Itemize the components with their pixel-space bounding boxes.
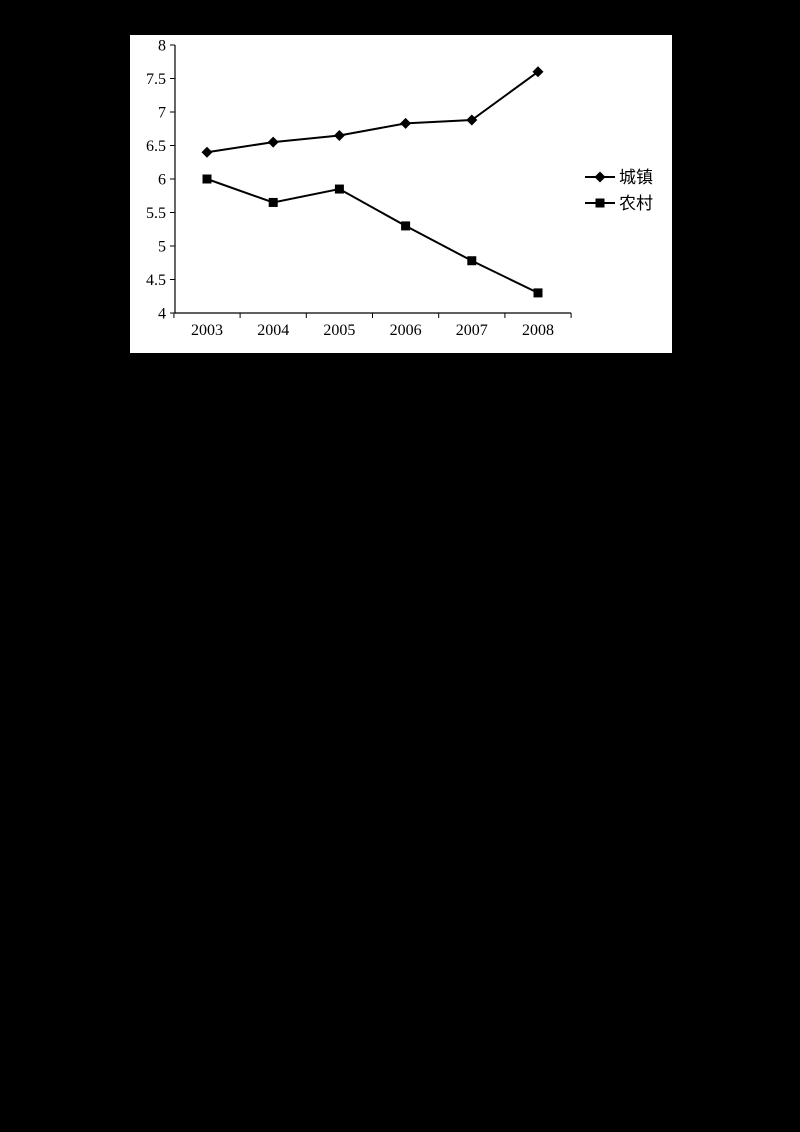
x-tick-label: 2006 [390,322,422,339]
y-tick-label: 4 [158,306,166,323]
x-tick-label: 2004 [257,322,289,339]
legend-label: 农村 [619,194,653,213]
diamond-marker [267,136,279,148]
square-marker [334,184,344,194]
x-tick-label: 2007 [456,322,488,339]
chart-panel: 4 4.5 5 5.5 6 6.5 7 7.5 8 2003 2004 2005 2006 2007 200… [130,35,672,353]
y-tick-label: 5 [158,239,166,256]
series-1 [202,174,543,298]
x-tick-label: 2003 [191,322,223,339]
diamond-marker [400,117,412,129]
y-tick-label: 8 [158,38,166,55]
square-marker [533,288,543,298]
series-0 [201,66,544,158]
diamond-marker [532,66,544,78]
y-tick-label: 7.5 [146,71,166,88]
axes [174,45,572,314]
y-tick-label: 7 [158,105,166,122]
diamond-marker [466,114,478,126]
y-axis-ticks: 4 4.5 5 5.5 6 6.5 7 7.5 8 [146,38,175,323]
square-marker [401,221,411,231]
x-axis-ticks: 2003 2004 2005 2006 2007 2008 [173,313,572,339]
diamond-marker [594,171,606,183]
diamond-marker [333,129,345,141]
square-marker [467,256,477,266]
y-tick-label: 6.5 [146,138,166,155]
x-tick-label: 2005 [323,322,355,339]
series-line [206,178,539,294]
legend-label: 城镇 [619,168,653,187]
y-tick-label: 4.5 [146,272,166,289]
square-marker [268,197,278,207]
y-tick-label: 5.5 [146,205,166,222]
square-marker [202,174,212,184]
series-line [206,70,539,154]
x-tick-label: 2008 [522,322,554,339]
square-marker [595,198,605,208]
y-tick-label: 6 [158,172,166,189]
diamond-marker [201,146,213,158]
